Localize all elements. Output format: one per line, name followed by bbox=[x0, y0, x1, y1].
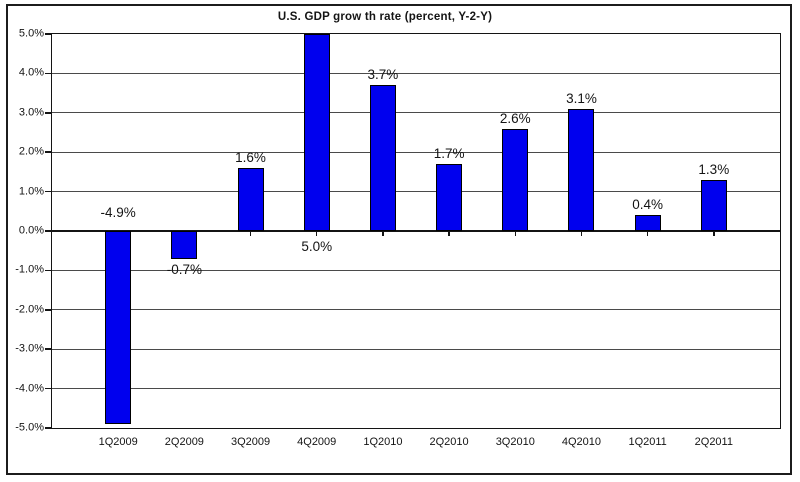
y-axis-tick-label: 1.0% bbox=[18, 185, 44, 198]
bar-value-label: 3.7% bbox=[367, 67, 399, 83]
bar-value-label: -4.9% bbox=[100, 205, 136, 220]
y-axis-tick bbox=[45, 112, 52, 114]
gridline bbox=[52, 151, 780, 153]
bar bbox=[436, 164, 463, 231]
y-axis-tick-label: -2.0% bbox=[15, 303, 44, 316]
x-axis-tick-label: 4Q2010 bbox=[561, 436, 602, 448]
bar bbox=[634, 215, 661, 231]
x-axis-tick bbox=[249, 232, 252, 236]
bar bbox=[237, 167, 264, 231]
y-axis-tick-label: 2.0% bbox=[18, 145, 44, 158]
x-axis-tick-label: 2Q2009 bbox=[164, 436, 204, 448]
x-axis-tick-label: 3Q2010 bbox=[495, 436, 535, 448]
x-axis-tick-label: 2Q2010 bbox=[429, 436, 469, 448]
bar bbox=[700, 179, 727, 231]
bar bbox=[105, 231, 132, 425]
zero-axis-line bbox=[52, 230, 780, 232]
y-axis-tick bbox=[45, 72, 52, 75]
bar-value-label: 1.3% bbox=[698, 161, 730, 177]
x-axis-tick bbox=[382, 232, 384, 236]
y-axis-tick-label: -5.0% bbox=[15, 421, 44, 434]
y-axis-tick-label: 5.0% bbox=[18, 27, 44, 40]
y-axis-tick bbox=[45, 151, 52, 153]
y-axis-tick bbox=[45, 190, 52, 193]
y-axis-tick bbox=[45, 33, 52, 35]
x-axis-tick bbox=[448, 232, 450, 236]
y-axis-tick-label: 0.0% bbox=[18, 224, 44, 237]
bar-value-label: 2.6% bbox=[499, 110, 531, 126]
bar-value-label: 1.7% bbox=[433, 146, 465, 162]
y-axis-tick bbox=[45, 230, 52, 232]
gridline bbox=[52, 72, 780, 74]
x-axis-tick bbox=[514, 232, 517, 236]
gridline bbox=[52, 388, 780, 390]
x-axis-tick-label: 4Q2009 bbox=[297, 436, 337, 448]
y-axis-tick-label: -3.0% bbox=[15, 342, 44, 355]
bar bbox=[171, 231, 198, 259]
y-axis-tick-label: 3.0% bbox=[18, 106, 44, 119]
bar-value-label: 0.4% bbox=[632, 197, 664, 213]
y-axis-tick bbox=[45, 309, 52, 311]
chart-outer-border bbox=[6, 4, 792, 475]
y-axis-tick bbox=[45, 387, 52, 390]
x-axis-tick-label: 1Q2011 bbox=[628, 436, 667, 448]
y-axis-tick bbox=[45, 427, 52, 429]
chart-title: U.S. GDP grow th rate (percent, Y-2-Y) bbox=[277, 11, 493, 23]
x-axis-tick bbox=[646, 232, 649, 236]
x-axis-tick bbox=[713, 232, 715, 236]
x-axis-tick bbox=[315, 232, 318, 236]
gridline bbox=[52, 191, 780, 193]
x-axis-tick bbox=[580, 232, 583, 236]
x-axis-tick-label: 1Q2010 bbox=[363, 436, 403, 448]
y-axis-tick bbox=[45, 269, 52, 272]
x-axis-tick-label: 3Q2009 bbox=[230, 436, 271, 448]
y-axis-tick bbox=[45, 348, 52, 350]
bar-value-label: 1.6% bbox=[235, 149, 266, 165]
bar bbox=[369, 85, 396, 231]
bar-value-label: 5.0% bbox=[301, 239, 333, 254]
gridline bbox=[52, 348, 780, 350]
y-axis-tick-label: 4.0% bbox=[18, 66, 44, 79]
gridline bbox=[52, 309, 780, 311]
x-axis-tick-label: 1Q2009 bbox=[98, 436, 138, 448]
bar bbox=[303, 34, 330, 231]
bar bbox=[568, 108, 595, 231]
gridline bbox=[52, 269, 780, 271]
y-axis-tick-label: -1.0% bbox=[15, 263, 44, 276]
bar-value-label: -0.7% bbox=[166, 261, 202, 277]
y-axis-tick-label: -4.0% bbox=[15, 382, 44, 395]
x-axis-tick-label: 2Q2011 bbox=[694, 436, 733, 448]
bar bbox=[502, 128, 529, 231]
gridline bbox=[52, 112, 780, 114]
bar-value-label: 3.1% bbox=[566, 90, 597, 106]
